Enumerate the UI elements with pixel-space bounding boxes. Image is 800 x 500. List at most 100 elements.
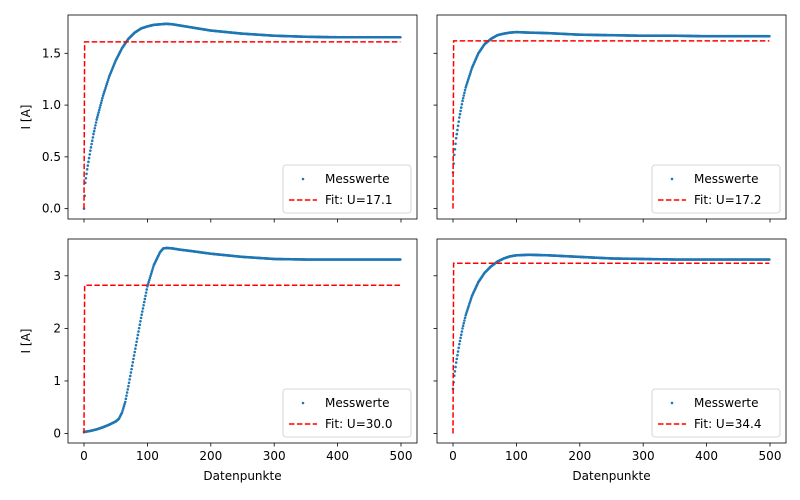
data-point: [454, 142, 457, 146]
data-point: [453, 370, 457, 373]
data-point: [104, 84, 108, 88]
data-point: [141, 307, 145, 310]
data-point: [133, 350, 137, 354]
data-point: [126, 388, 130, 391]
data-point: [142, 303, 145, 307]
series-fit-line: [452, 40, 770, 209]
data-point: [101, 96, 104, 100]
series-measured-points: [451, 253, 771, 391]
legend: Messwerte Fit: U=17.2: [651, 164, 781, 214]
data-point: [455, 132, 459, 136]
panel-bottom-right: 0 100 200 300 400 500 Datenpunkte Messwerte Fit:…: [433, 238, 787, 483]
x-axis-label: Datenpunkte: [572, 469, 650, 483]
x-tick-label: 300: [263, 449, 286, 463]
data-point: [452, 153, 456, 157]
data-point: [399, 35, 402, 39]
data-point: [89, 146, 93, 149]
y-tick-label: 0.0: [42, 202, 61, 216]
data-point: [122, 407, 125, 410]
data-point: [90, 139, 94, 143]
data-point: [467, 304, 471, 307]
data-point: [465, 310, 469, 313]
data-point: [100, 99, 104, 102]
data-point: [139, 316, 143, 320]
data-point: [150, 270, 154, 273]
data-point: [128, 374, 132, 378]
x-axis-label: Datenpunkte: [203, 469, 281, 483]
data-point: [92, 132, 95, 136]
data-point: [142, 300, 146, 304]
axes-frame: [436, 14, 787, 220]
data-point: [122, 404, 126, 408]
data-point: [461, 99, 464, 103]
data-point: [144, 291, 148, 294]
data-point: [102, 92, 105, 96]
series-measured-points: [82, 22, 402, 210]
data-point: [454, 361, 458, 364]
data-point: [469, 70, 473, 74]
data-point: [97, 111, 100, 114]
legend: Messwerte Fit: U=17.1: [282, 164, 412, 214]
data-point: [136, 333, 140, 337]
x-tick-label: 100: [505, 449, 528, 463]
data-point: [141, 310, 144, 313]
y-tick-label: 1.5: [42, 46, 61, 60]
data-point: [123, 402, 126, 406]
y-axis-label: I [A]: [19, 329, 33, 354]
data-point: [92, 129, 96, 133]
data-point: [453, 147, 457, 151]
axes-frame: [67, 14, 418, 220]
data-point: [463, 88, 467, 92]
data-point: [460, 102, 464, 106]
legend-label: Messwerte: [694, 172, 758, 186]
y-tick-label: 0: [53, 427, 61, 441]
data-point: [96, 115, 99, 119]
data-point: [99, 101, 103, 105]
data-point: [88, 153, 92, 156]
legend-label: Messwerte: [694, 396, 758, 410]
y-axis-label: I [A]: [19, 105, 33, 130]
data-point: [461, 324, 465, 328]
data-point: [458, 339, 462, 343]
data-point: [128, 378, 131, 381]
data-point: [134, 347, 137, 350]
series-fit-line: [83, 284, 401, 434]
data-point: [454, 136, 458, 140]
data-point: [98, 106, 102, 109]
x-tick-label: 100: [136, 449, 159, 463]
data-point: [96, 113, 100, 117]
data-point: [87, 160, 90, 164]
data-point: [459, 106, 463, 109]
data-point: [456, 353, 459, 357]
data-point: [143, 297, 147, 301]
data-point: [461, 327, 464, 330]
data-point: [470, 296, 473, 300]
data-point: [127, 381, 131, 385]
data-point: [399, 258, 402, 261]
legend-label: Messwerte: [325, 396, 389, 410]
data-point: [138, 323, 142, 327]
legend-box: [651, 388, 781, 438]
series-measured-points: [451, 30, 771, 174]
data-point: [465, 82, 469, 85]
data-point: [140, 313, 143, 317]
data-point: [464, 86, 467, 89]
x-tick-label: 0: [449, 449, 457, 463]
data-point: [458, 112, 462, 116]
data-point: [97, 108, 101, 112]
data-point: [463, 316, 467, 320]
data-point: [456, 128, 459, 132]
data-point: [135, 340, 138, 344]
data-point: [465, 84, 468, 87]
x-tick-label: 300: [632, 449, 655, 463]
data-point: [466, 306, 470, 309]
data-point: [137, 326, 141, 330]
data-point: [148, 276, 152, 280]
data-point: [149, 274, 152, 278]
panel-top-right: Messwerte Fit: U=17.2: [433, 14, 787, 223]
data-point: [85, 167, 89, 171]
data-point: [462, 321, 466, 325]
data-point: [101, 94, 105, 98]
data-point: [466, 78, 470, 81]
data-point: [468, 300, 472, 303]
